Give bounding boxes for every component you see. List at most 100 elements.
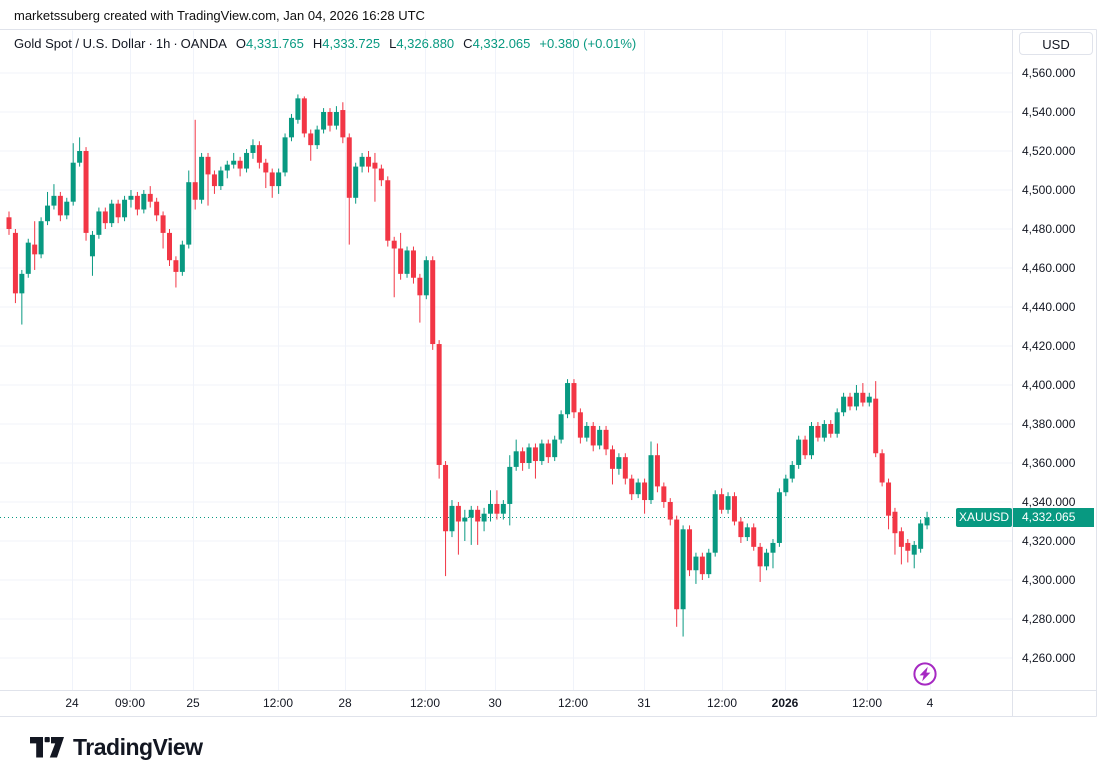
candle: [282, 133, 288, 177]
time-axis-label[interactable]: 25: [186, 696, 200, 710]
price-axis-label[interactable]: 4,260.000: [1022, 651, 1076, 665]
candle: [391, 236, 397, 298]
candle: [244, 149, 250, 173]
candle: [224, 160, 230, 179]
candle: [449, 500, 455, 538]
time-axis-label[interactable]: 12:00: [409, 696, 441, 710]
high-value: H4,333.725: [312, 36, 381, 51]
candle: [860, 383, 866, 407]
candle: [687, 525, 693, 577]
candle: [19, 269, 25, 325]
candle: [288, 113, 294, 142]
change-value: +0.380 (+0.01%): [539, 36, 637, 51]
interval-label[interactable]: 1h: [155, 36, 171, 51]
candle: [237, 156, 243, 177]
candle: [680, 525, 686, 637]
exchange-label[interactable]: OANDA: [180, 36, 227, 51]
candle: [776, 488, 782, 547]
candle: [70, 143, 76, 206]
candle: [263, 158, 269, 189]
candle: [128, 190, 134, 208]
candle: [667, 498, 673, 526]
price-axis-label[interactable]: 4,400.000: [1022, 378, 1076, 392]
price-axis-label[interactable]: 4,440.000: [1022, 300, 1076, 314]
price-axis-label[interactable]: 4,520.000: [1022, 144, 1076, 158]
candle: [141, 190, 147, 214]
candle: [622, 453, 628, 485]
tradingview-mark-icon: [30, 737, 64, 758]
time-axis-label[interactable]: 30: [488, 696, 502, 710]
time-axis-label[interactable]: 28: [338, 696, 352, 710]
candle: [847, 392, 853, 411]
chart-legend[interactable]: Gold Spot / U.S. Dollar · 1h · OANDA O4,331.7…: [14, 36, 636, 51]
time-axis-label[interactable]: 12:00: [706, 696, 738, 710]
candle: [115, 199, 121, 224]
price-axis-label[interactable]: 4,540.000: [1022, 105, 1076, 119]
symbol-price-flag[interactable]: XAUUSD: [956, 507, 1012, 527]
candle: [545, 439, 551, 463]
candle: [731, 492, 737, 526]
price-axis-label[interactable]: 4,280.000: [1022, 612, 1076, 626]
symbol-title[interactable]: Gold Spot / U.S. Dollar: [14, 36, 146, 51]
candle: [488, 490, 493, 522]
candle: [719, 488, 725, 514]
lightning-icon: [913, 662, 937, 686]
candle: [211, 170, 217, 194]
time-axis-label[interactable]: 09:00: [114, 696, 146, 710]
price-axis-label[interactable]: 4,500.000: [1022, 183, 1076, 197]
candle: [102, 207, 108, 229]
candle: [654, 443, 660, 493]
candle: [616, 453, 622, 475]
candle: [879, 449, 885, 487]
candle: [494, 490, 500, 520]
time-axis-label[interactable]: 31: [637, 696, 651, 710]
price-axis-label[interactable]: 4,460.000: [1022, 261, 1076, 275]
price-axis-label[interactable]: 4,420.000: [1022, 339, 1076, 353]
price-axis-label[interactable]: 4,480.000: [1022, 222, 1076, 236]
time-axis-label[interactable]: 4: [926, 696, 934, 710]
candle: [603, 425, 609, 456]
time-axis-label[interactable]: 2026: [771, 696, 799, 710]
price-axis-label[interactable]: 4,560.000: [1022, 66, 1076, 80]
candle: [802, 435, 808, 460]
time-axis-label[interactable]: 12:00: [557, 696, 589, 710]
candle: [346, 133, 352, 245]
candle: [828, 420, 834, 438]
price-axis-label[interactable]: 4,340.000: [1022, 495, 1076, 509]
time-axis-label[interactable]: 12:00: [262, 696, 294, 710]
candle: [57, 191, 63, 222]
price-axis-label[interactable]: 4,320.000: [1022, 534, 1076, 548]
last-price-badge[interactable]: 4,332.065: [1013, 507, 1094, 527]
candle: [301, 96, 307, 138]
candle: [866, 392, 872, 407]
candle: [12, 229, 18, 304]
candle: [642, 478, 648, 514]
tradingview-logo[interactable]: TradingView: [30, 734, 203, 761]
time-axis-label[interactable]: 12:00: [851, 696, 883, 710]
candle: [147, 186, 153, 208]
price-axis-label[interactable]: 4,360.000: [1022, 456, 1076, 470]
candle: [218, 166, 224, 190]
candle: [423, 256, 429, 300]
candle: [789, 461, 795, 483]
flash-event-marker[interactable]: [911, 660, 939, 693]
candle: [584, 422, 590, 442]
price-axis-label[interactable]: 4,300.000: [1022, 573, 1076, 587]
tradingview-logo-text: TradingView: [73, 734, 203, 760]
time-axis-label[interactable]: 24: [65, 696, 79, 710]
candle: [276, 168, 282, 194]
currency-unit-button[interactable]: USD: [1019, 32, 1093, 55]
candle: [712, 490, 718, 557]
candle: [430, 256, 436, 350]
candle: [231, 152, 237, 169]
candle: [154, 197, 160, 222]
candle: [475, 505, 481, 545]
candle: [269, 168, 275, 198]
price-axis-label[interactable]: 4,380.000: [1022, 417, 1076, 431]
candle: [590, 422, 596, 452]
candle: [404, 246, 410, 278]
candle: [520, 447, 526, 471]
candle: [898, 527, 904, 565]
candle: [443, 461, 449, 577]
